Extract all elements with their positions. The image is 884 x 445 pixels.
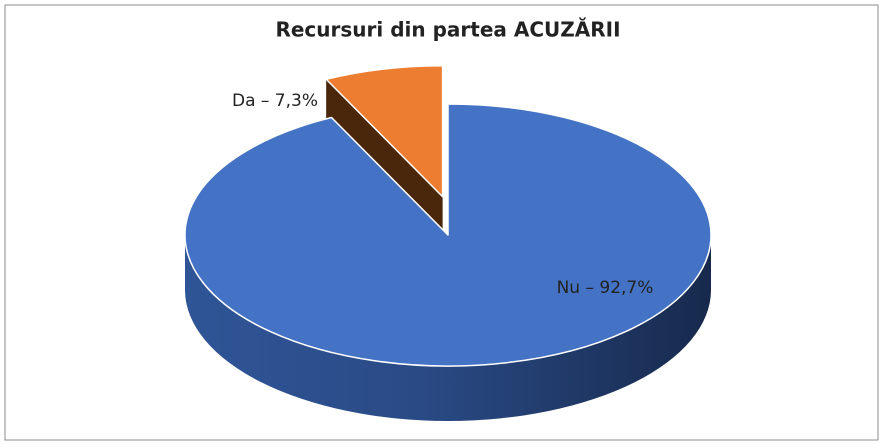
data-label: Da – 7,3%	[232, 91, 318, 111]
chart-title: Recursuri din partea ACUZĂRII	[275, 18, 620, 42]
slice	[184, 103, 712, 367]
data-label: Nu – 92,7%	[557, 278, 654, 298]
slice	[325, 64, 444, 198]
slice-side	[185, 235, 711, 421]
